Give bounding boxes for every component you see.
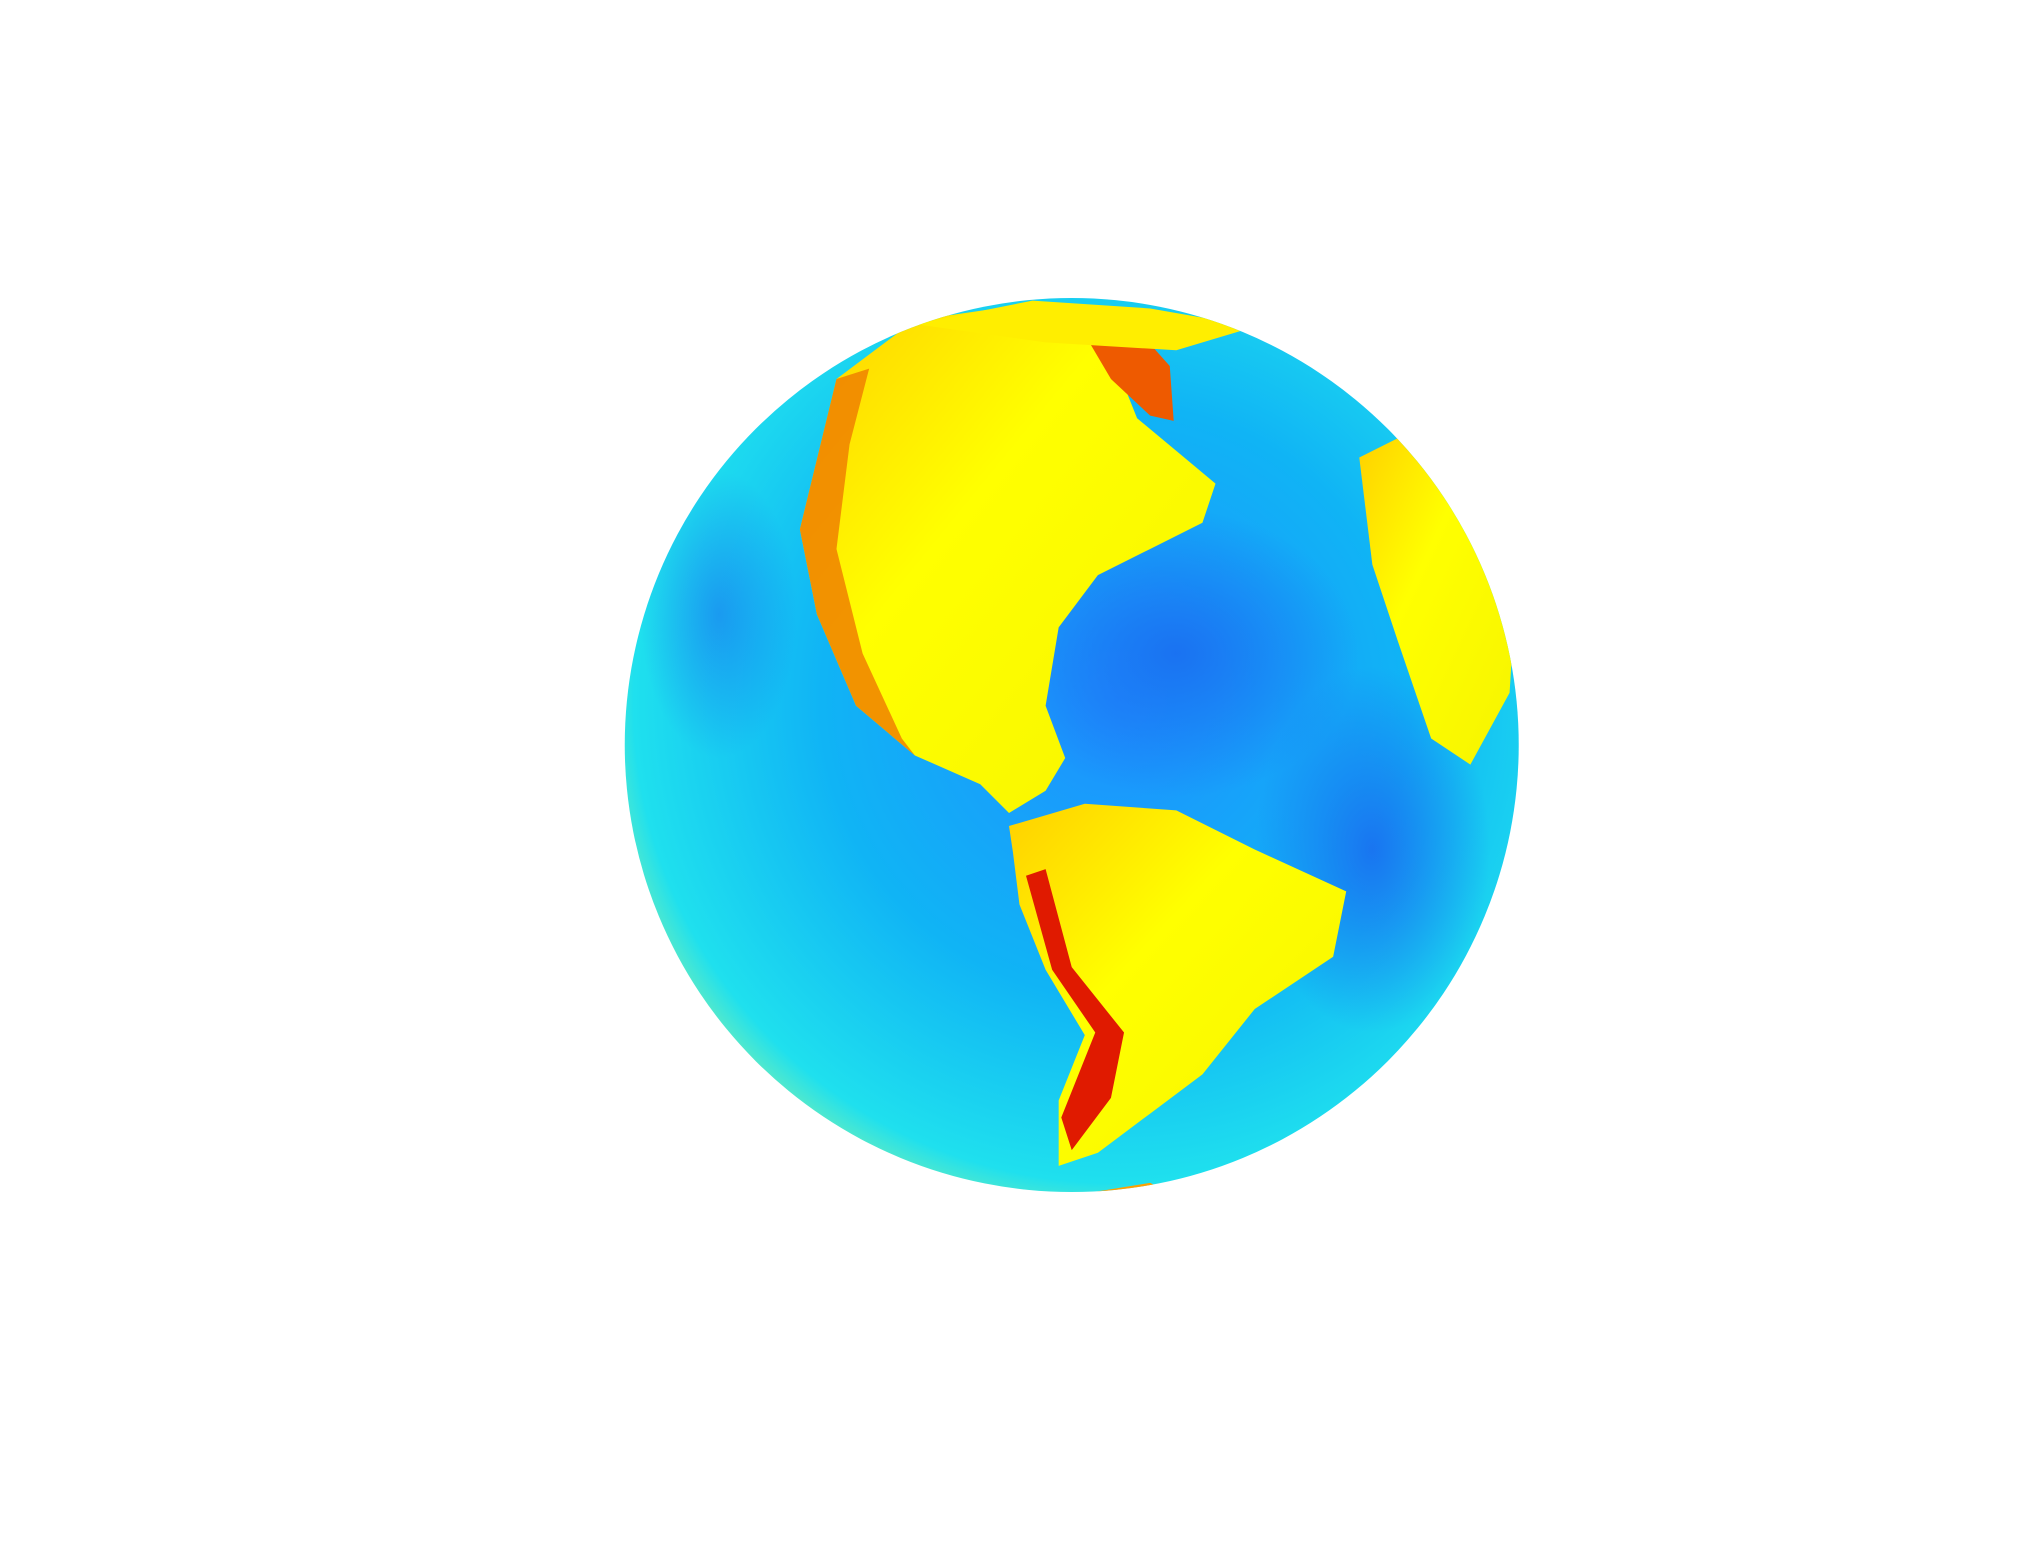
greenland	[1084, 329, 1174, 421]
arctic-ice	[914, 300, 1255, 351]
globe	[624, 297, 1519, 1192]
deep-pacific	[640, 470, 798, 759]
north-america	[799, 303, 1216, 813]
rocky-mountains	[799, 368, 915, 756]
andes	[1025, 869, 1125, 1151]
